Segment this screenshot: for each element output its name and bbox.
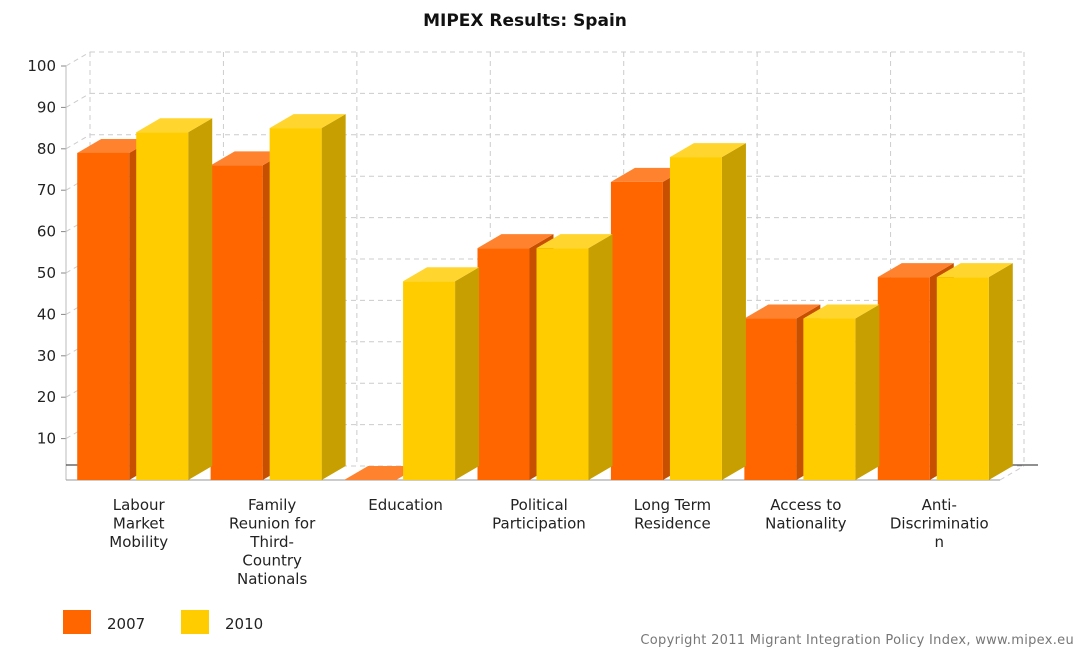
- bar-front: [537, 248, 589, 480]
- legend-swatch: [63, 610, 91, 634]
- x-tick-label-line: Political: [510, 496, 568, 514]
- bar: [803, 305, 879, 480]
- bar-front: [77, 153, 129, 480]
- y-tick-label: 10: [37, 430, 56, 448]
- bar-front: [803, 319, 855, 480]
- x-tick-label-line: Reunion for: [229, 515, 316, 533]
- x-tick-label-line: Third-: [249, 533, 294, 551]
- bar-side: [589, 234, 613, 480]
- legend-label: 2010: [225, 615, 263, 633]
- bar: [537, 234, 613, 480]
- x-tick-label-line: n: [935, 533, 945, 551]
- legend: 2007 2010: [63, 610, 263, 634]
- legend-swatch: [181, 610, 209, 634]
- x-tick-label-line: Market: [113, 515, 165, 533]
- x-tick-label-line: Long Term: [634, 496, 711, 514]
- bar-front: [478, 248, 530, 480]
- bar-front: [744, 319, 796, 480]
- bar: [403, 267, 479, 480]
- bar: [670, 143, 746, 480]
- x-tick-label: Education: [368, 496, 443, 514]
- y-tick-label: 90: [37, 98, 56, 116]
- bar-front: [611, 182, 663, 480]
- y-tick-label: 80: [37, 140, 56, 158]
- bars: [77, 114, 1013, 480]
- x-tick-label-line: Nationals: [237, 570, 308, 588]
- bar-side: [722, 143, 746, 480]
- x-tick-label-line: Participation: [492, 515, 586, 533]
- y-tick-label: 20: [37, 388, 56, 406]
- x-tick-label-line: Access to: [770, 496, 841, 514]
- legend-label: 2007: [107, 615, 145, 633]
- x-tick-label-line: Country: [242, 552, 302, 570]
- x-tick-label-line: Discriminatio: [890, 515, 989, 533]
- bar-side: [989, 263, 1013, 480]
- y-tick-label: 30: [37, 347, 56, 365]
- x-tick-label-line: Family: [248, 496, 296, 514]
- bar-side: [188, 118, 212, 480]
- bar-side: [855, 305, 879, 480]
- x-tick-label: Anti-Discriminatio n: [890, 496, 989, 551]
- y-tick-label: 40: [37, 305, 56, 323]
- x-tick-label-line: Mobility: [109, 533, 168, 551]
- gridline-side: [66, 52, 90, 66]
- y-tick-label: 60: [37, 223, 56, 241]
- bar-side: [322, 114, 346, 480]
- bar-front: [878, 277, 930, 480]
- x-tick-label: Political Participation: [492, 496, 586, 533]
- x-tick-label-line: Labour: [113, 496, 166, 514]
- y-tick-label: 100: [27, 57, 56, 75]
- bar: [136, 118, 212, 480]
- x-tick-label: Long Term Residence: [634, 496, 711, 533]
- bar-front: [670, 157, 722, 480]
- bar-front: [136, 132, 188, 480]
- x-tick-label: Access to Nationality: [765, 496, 847, 533]
- bar: [270, 114, 346, 480]
- gridline-side: [66, 93, 90, 107]
- x-tick-label-line: Residence: [634, 515, 711, 533]
- gridline-side: [66, 135, 90, 149]
- x-axis-labels: Labour Market Mobility Family Reunion for Thi…: [109, 496, 988, 588]
- chart-title: MIPEX Results: Spain: [423, 11, 627, 31]
- x-tick-label-line: Nationality: [765, 515, 847, 533]
- x-tick-label: Family Reunion for Third-Country Nationals: [229, 496, 316, 588]
- bar-front: [270, 128, 322, 480]
- x-tick-label-line: Anti-: [922, 496, 957, 514]
- bar-front: [937, 277, 989, 480]
- bar: [937, 263, 1013, 480]
- bar-side: [455, 267, 479, 480]
- bar-front: [211, 165, 263, 480]
- x-tick-label-line: Education: [368, 496, 443, 514]
- y-tick-label: 70: [37, 181, 56, 199]
- x-tick-label: Labour Market Mobility: [109, 496, 168, 551]
- y-tick-label: 50: [37, 264, 56, 282]
- bar-front: [403, 281, 455, 480]
- copyright-text: Copyright 2011 Migrant Integration Polic…: [640, 633, 1074, 648]
